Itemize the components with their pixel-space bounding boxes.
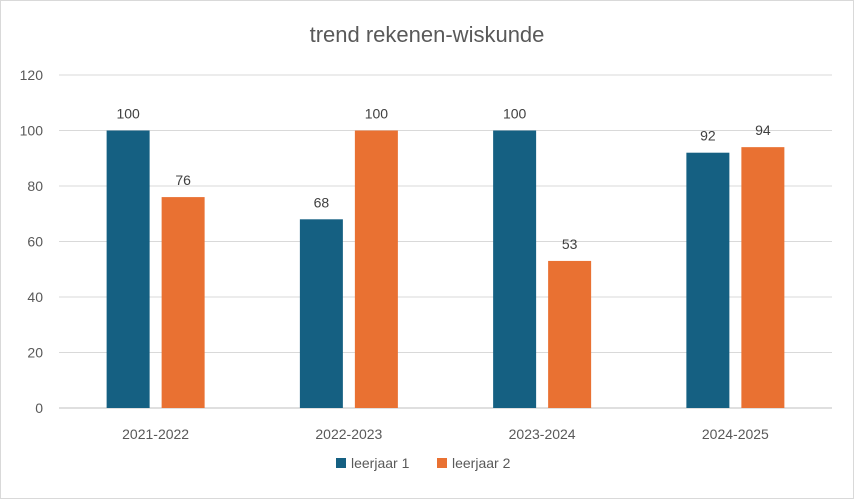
data-label: 94 [755,122,771,138]
x-tick-label: 2021-2022 [122,426,189,442]
x-axis: 2021-2022 2022-2023 2023-2024 2024-2025 [122,426,769,442]
y-tick-label: 20 [27,345,43,361]
y-tick-label: 40 [27,289,43,305]
data-label: 92 [700,128,716,144]
bar-leerjaar-2-2023-2024 [548,260,592,408]
y-tick-label: 120 [20,67,44,83]
data-label: 53 [562,236,578,252]
bar-leerjaar-2-2022-2023 [354,130,398,408]
legend-label: leerjaar 2 [452,455,511,471]
legend-label: leerjaar 1 [351,455,410,471]
bar-leerjaar-1-2024-2025 [686,152,730,408]
x-tick-label: 2024-2025 [702,426,769,442]
data-label: 100 [503,106,527,122]
y-axis: 0 20 40 60 80 100 120 [20,67,44,416]
y-tick-label: 0 [35,400,43,416]
x-tick-label: 2023-2024 [509,426,576,442]
bar-leerjaar-1-2023-2024 [493,130,537,408]
y-tick-label: 60 [27,234,43,250]
data-label: 100 [116,106,140,122]
legend-swatch [336,458,346,468]
data-label: 68 [314,194,330,210]
data-labels: 100 76 68 100 100 53 92 94 [116,106,770,252]
bars [106,130,785,408]
bar-leerjaar-1-2021-2022 [106,130,150,408]
legend: leerjaar 1 leerjaar 2 [336,455,511,471]
data-label: 76 [175,172,191,188]
bar-leerjaar-1-2022-2023 [299,219,343,408]
legend-swatch [437,458,447,468]
chart-title: trend rekenen-wiskunde [310,22,545,47]
data-label: 100 [365,106,389,122]
bar-leerjaar-2-2021-2022 [161,197,205,408]
y-tick-label: 80 [27,178,43,194]
x-tick-label: 2022-2023 [315,426,382,442]
y-tick-label: 100 [20,123,44,139]
bar-leerjaar-2-2024-2025 [741,147,785,408]
